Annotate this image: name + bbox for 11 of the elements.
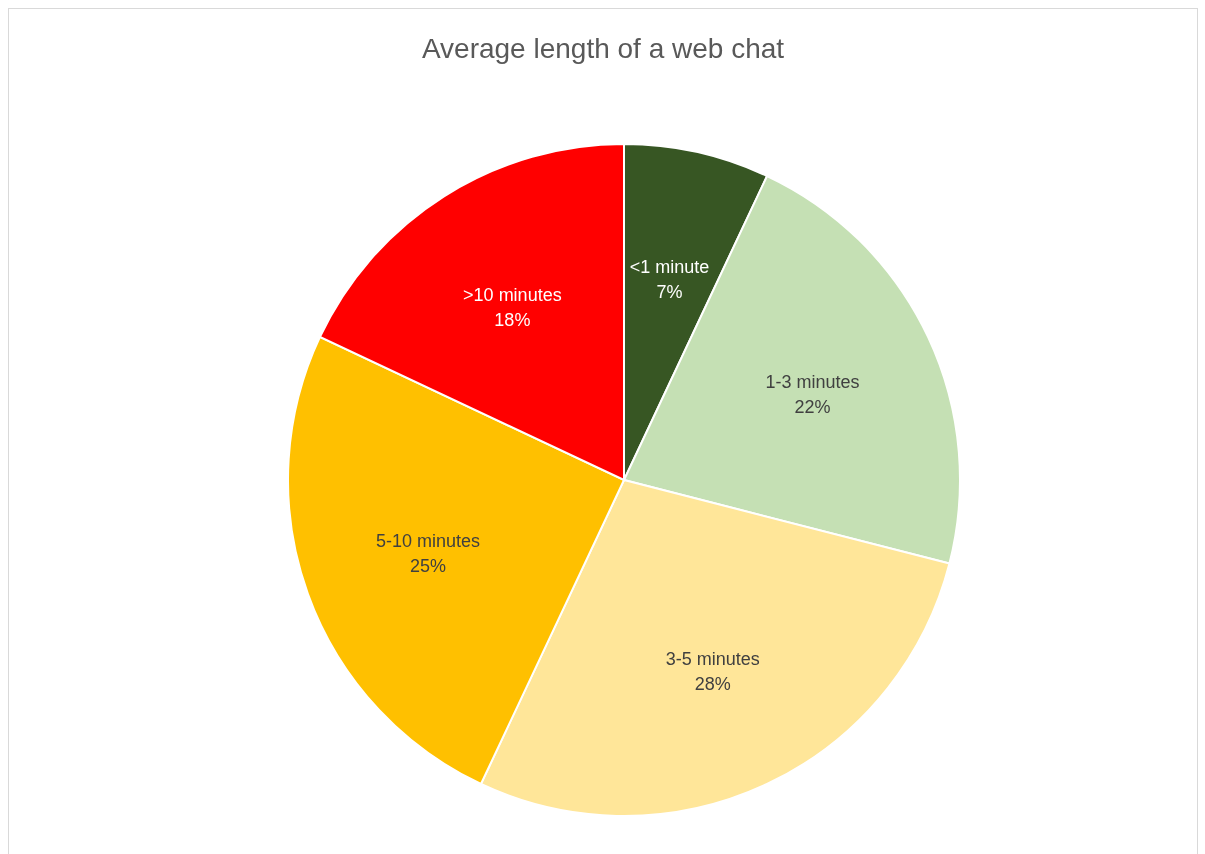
- slice-label: <1 minute: [629, 257, 710, 278]
- data-label: 18%: [494, 309, 531, 330]
- data-label: 25%: [409, 556, 447, 577]
- data-label: 7%: [656, 282, 683, 303]
- slice-label: 5-10 minutes: [375, 530, 481, 551]
- chart-title: Average length of a web chat: [420, 33, 786, 65]
- slice-label: 1-3 minutes: [765, 371, 860, 392]
- slice-label: 3-5 minutes: [665, 648, 760, 669]
- data-label: 28%: [694, 674, 731, 695]
- data-label: 22%: [794, 396, 831, 417]
- slice-label: >10 minutes: [463, 284, 562, 305]
